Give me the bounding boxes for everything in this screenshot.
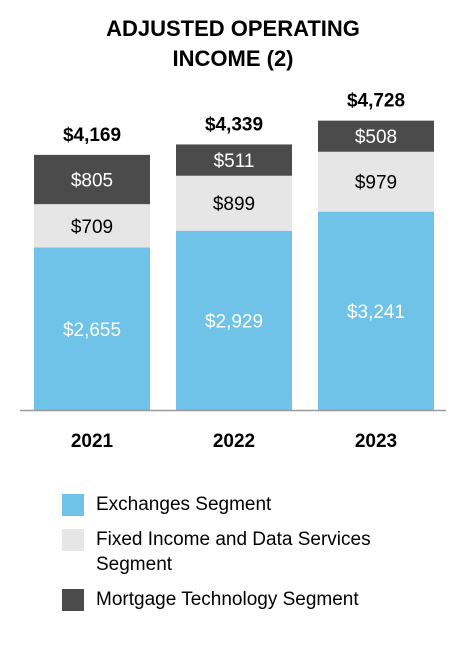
x-tick-label: 2022 xyxy=(213,431,255,452)
data-label: $508 xyxy=(355,127,397,148)
legend-item-mortgage-technology: Mortgage Technology Segment xyxy=(62,587,452,612)
legend-swatch-exchanges xyxy=(62,494,84,516)
data-label: $511 xyxy=(214,151,255,172)
stacked-bar-chart: $2,655 $709 $805 $4,169 2021 $2,929 $899 $511 $4… xyxy=(20,91,446,452)
bar-segment xyxy=(176,144,292,176)
x-tick-label: 2023 xyxy=(355,431,397,452)
data-label: $2,655 xyxy=(63,320,121,341)
legend-label-fixed-income: Fixed Income and Data Services Segment xyxy=(96,529,371,575)
data-label: $3,241 xyxy=(347,302,405,323)
legend-label-exchanges: Exchanges Segment xyxy=(96,494,272,515)
legend-item-fixed-income: Fixed Income and Data Services Segment xyxy=(62,527,452,577)
bar-segment xyxy=(318,120,434,152)
bar-segment xyxy=(318,151,434,212)
legend-swatch-mortgage-technology xyxy=(62,589,84,611)
legend-label-mortgage-technology: Mortgage Technology Segment xyxy=(96,589,359,610)
bar-segment xyxy=(34,247,150,410)
chart-title: ADJUSTED OPERATING INCOME (2) xyxy=(0,14,466,74)
chart-title-line-1: ADJUSTED OPERATING xyxy=(106,16,360,41)
data-label: $2,929 xyxy=(205,311,263,332)
x-tick-label: 2021 xyxy=(71,431,114,452)
chart-title-line-2: INCOME (2) xyxy=(172,46,294,71)
bar-segment xyxy=(34,204,150,248)
total-label: $4,728 xyxy=(347,91,405,112)
data-label: $709 xyxy=(71,217,113,238)
data-label: $805 xyxy=(71,170,113,191)
total-label: $4,339 xyxy=(205,114,263,135)
legend-item-exchanges: Exchanges Segment xyxy=(62,492,452,517)
bar-segment xyxy=(34,154,150,205)
bar-segment xyxy=(318,211,434,410)
data-label: $899 xyxy=(213,194,255,215)
legend: Exchanges Segment Fixed Income and Data … xyxy=(62,492,452,622)
total-label: $4,169 xyxy=(63,125,121,146)
bar-segment xyxy=(176,175,292,231)
legend-swatch-fixed-income xyxy=(62,529,84,551)
data-label: $979 xyxy=(355,173,397,194)
bar-segment xyxy=(176,230,292,410)
